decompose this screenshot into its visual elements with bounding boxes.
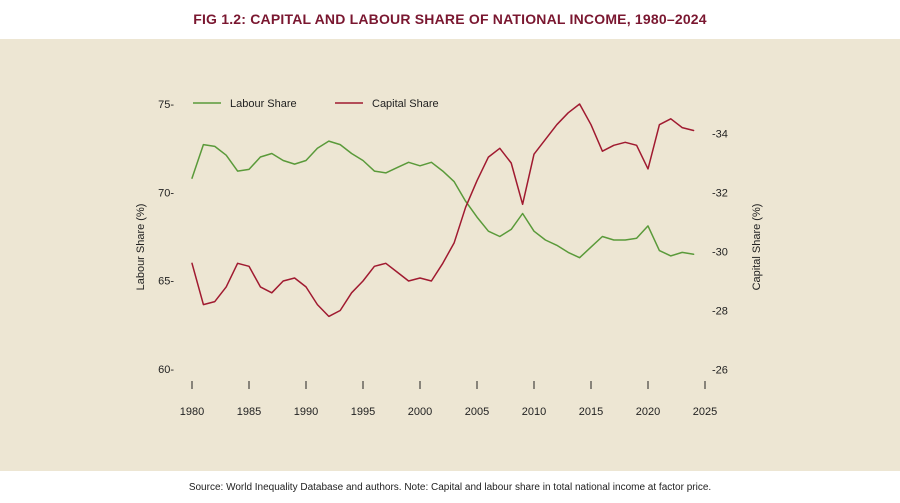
left-tick-label-60: 60- (158, 364, 174, 376)
right-tick-label-30: -30 (712, 247, 728, 259)
series-line-labour-share (191, 140, 695, 259)
legend-label-0: Labour Share (230, 98, 297, 110)
x-tick-label-2020: 2020 (636, 406, 660, 418)
left-tick-label-65: 65- (158, 276, 174, 288)
right-axis-title: Capital Share (%) (751, 204, 763, 291)
figure-title: FIG 1.2: CAPITAL AND LABOUR SHARE OF NAT… (193, 11, 707, 27)
x-tick-label-1990: 1990 (294, 406, 318, 418)
x-tick-label-2025: 2025 (693, 406, 717, 418)
right-tick-label-32: -32 (712, 188, 728, 200)
right-tick-label-26: -26 (712, 365, 728, 377)
line-chart: 1980 1985 1990 1995 2000 2005 2010 2015 2020 2025… (0, 39, 900, 471)
x-tick-label-2005: 2005 (465, 406, 489, 418)
x-tick-label-1995: 1995 (351, 406, 375, 418)
chart-background (0, 39, 900, 471)
left-tick-label-70: 70- (158, 187, 174, 199)
x-tick-label-1985: 1985 (237, 406, 261, 418)
x-tick-label-2000: 2000 (408, 406, 432, 418)
x-tick-label-2010: 2010 (522, 406, 546, 418)
left-axis-title: Labour Share (%) (135, 204, 147, 291)
left-tick-label-75: 75- (158, 99, 174, 111)
source-note: Source: World Inequality Database and au… (188, 482, 712, 493)
right-tick-label-28: -28 (712, 306, 728, 318)
x-tick-label-2015: 2015 (579, 406, 603, 418)
right-tick-label-34: -34 (712, 129, 728, 141)
legend-label-1: Capital Share (372, 98, 439, 110)
chart-panel: 1980 1985 1990 1995 2000 2005 2010 2015 2020 2025… (0, 39, 900, 471)
series-line-capital-share (191, 103, 695, 318)
x-tick-label-1980: 1980 (180, 406, 204, 418)
